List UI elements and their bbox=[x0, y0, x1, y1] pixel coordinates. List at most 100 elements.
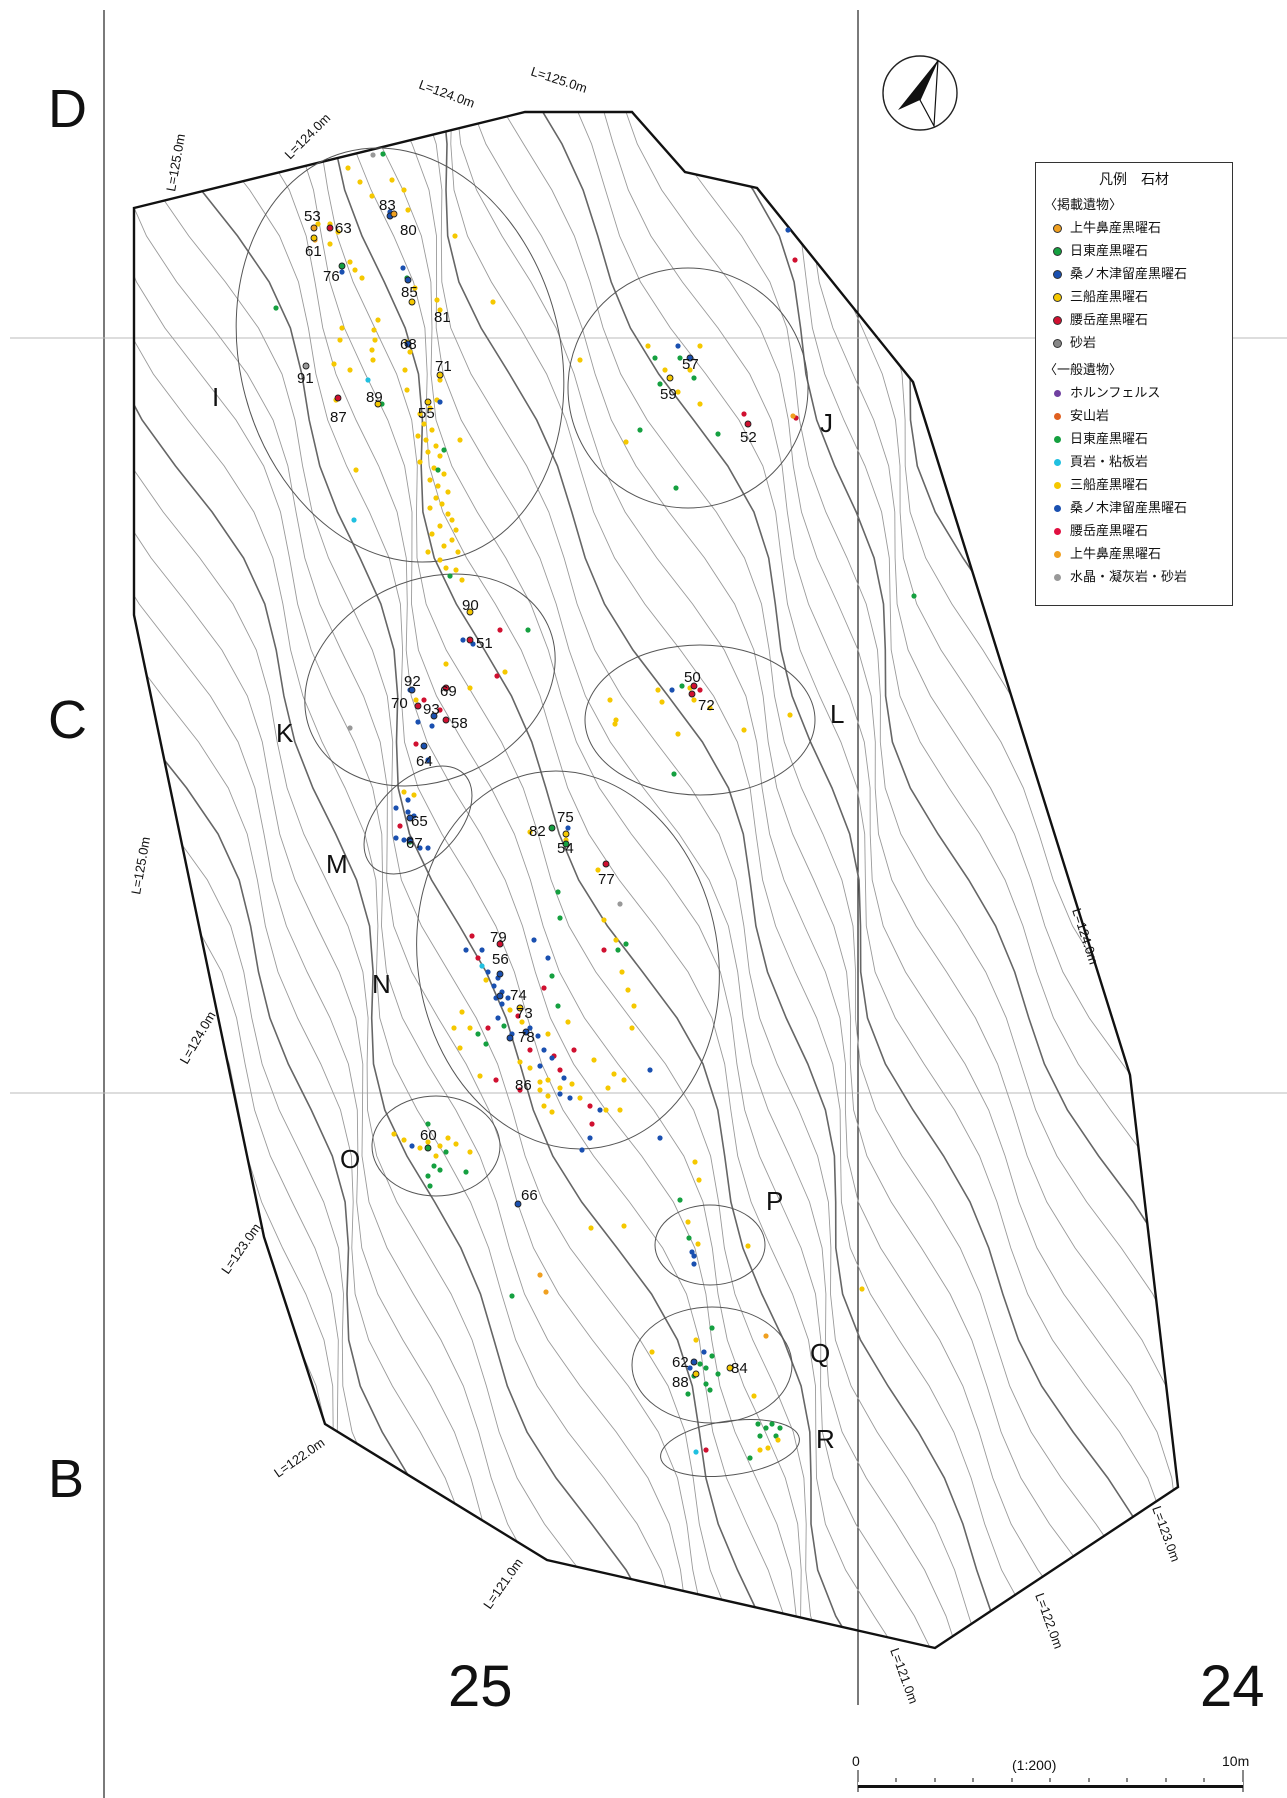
contour-line bbox=[134, 112, 613, 1648]
contour-line bbox=[134, 112, 675, 1648]
legend-label: 頁岩・粘板岩 bbox=[1070, 455, 1149, 470]
artifact-dot bbox=[400, 265, 406, 271]
artifact-dot bbox=[369, 347, 375, 353]
legend-title: 凡例 石材 bbox=[1099, 172, 1169, 188]
artifact-dot bbox=[527, 1065, 533, 1071]
artifact-dot bbox=[327, 241, 333, 247]
contour-label: L=124.0m bbox=[417, 77, 477, 111]
artifact-dot bbox=[647, 1067, 653, 1073]
artifact-dot bbox=[459, 577, 465, 583]
artifact-dot bbox=[477, 1073, 483, 1079]
published-artifact-dot bbox=[414, 702, 422, 710]
area-circle-k bbox=[304, 573, 556, 787]
artifact-dot bbox=[549, 1109, 555, 1115]
artifact-dot bbox=[519, 1019, 525, 1025]
published-artifact-dot bbox=[390, 210, 398, 218]
grid-col-24: 24 bbox=[1200, 1654, 1265, 1719]
artifact-dot bbox=[531, 937, 537, 943]
artifact-dot bbox=[537, 1087, 543, 1093]
legend-item: 安山岩 bbox=[1044, 405, 1224, 428]
contour-line bbox=[445, 112, 1153, 1648]
artifact-dot bbox=[409, 1143, 415, 1149]
area-label-l: L bbox=[830, 699, 844, 729]
artifact-dot bbox=[405, 809, 411, 815]
artifact-dot bbox=[517, 1087, 523, 1093]
artifact-dot bbox=[589, 1121, 595, 1127]
artifact-dot bbox=[425, 1121, 431, 1127]
artifact-dot bbox=[629, 1025, 635, 1031]
artifact-dot bbox=[677, 355, 683, 361]
artifact-dot bbox=[467, 685, 473, 691]
artifact-dot bbox=[535, 1033, 541, 1039]
artifact-dot bbox=[467, 1025, 473, 1031]
artifact-dot bbox=[437, 377, 443, 383]
published-artifact-dot bbox=[506, 1034, 514, 1042]
artifact-dot bbox=[357, 179, 363, 185]
artifact-dot bbox=[655, 687, 661, 693]
legend-label: 桑ノ木津留産黒曜石 bbox=[1070, 267, 1188, 282]
contour-label: L=125.0m bbox=[128, 836, 153, 896]
contour-line bbox=[465, 112, 1178, 1648]
artifact-dot bbox=[437, 307, 443, 313]
artifact-number: 79 bbox=[490, 929, 507, 946]
artifact-dot bbox=[437, 523, 443, 529]
area-circles bbox=[235, 147, 816, 1477]
artifact-number: 82 bbox=[529, 823, 546, 840]
legend-swatch bbox=[1054, 317, 1061, 324]
contour-line bbox=[134, 112, 438, 1648]
artifact-number: 78 bbox=[518, 1029, 535, 1046]
legend-item: 腰岳産黒曜石 bbox=[1044, 520, 1224, 543]
area-label-q: Q bbox=[810, 1338, 830, 1368]
contour-label: L=124.0m bbox=[1069, 906, 1101, 966]
legend-label: 砂岩 bbox=[1070, 336, 1097, 351]
published-artifact-dot bbox=[436, 371, 444, 379]
artifact-number: 73 bbox=[516, 1005, 533, 1022]
artifact-dot bbox=[405, 207, 411, 213]
artifact-dot bbox=[613, 717, 619, 723]
artifact-dot bbox=[541, 1047, 547, 1053]
contour-line bbox=[417, 112, 1140, 1648]
artifact-dot bbox=[527, 1047, 533, 1053]
artifact-dot bbox=[433, 443, 439, 449]
artifact-dot bbox=[631, 1003, 637, 1009]
artifact-dot bbox=[757, 1433, 763, 1439]
grid-row-b: B bbox=[48, 1449, 84, 1509]
artifact-dot bbox=[434, 297, 440, 303]
artifact-dot bbox=[715, 1371, 721, 1377]
artifact-dot bbox=[785, 227, 791, 233]
artifact-dot bbox=[441, 471, 447, 477]
artifact-dot bbox=[623, 941, 629, 947]
artifact-dot bbox=[345, 165, 351, 171]
contour-line bbox=[134, 112, 662, 1648]
scale-start: 0 bbox=[852, 1753, 860, 1769]
area-circle-r bbox=[660, 1419, 800, 1477]
artifact-dot bbox=[555, 1003, 561, 1009]
artifact-dot bbox=[621, 1223, 627, 1229]
artifact-dot bbox=[755, 1421, 761, 1427]
legend: 凡例 石材 〈掲載遺物〉 上牛鼻産黒曜石 日東産黒曜石 桑ノ木津留産黒曜石 三船産黒曜… bbox=[1035, 162, 1233, 606]
artifact-dot bbox=[703, 1447, 709, 1453]
published-artifact-dot bbox=[466, 636, 474, 644]
artifact-dot bbox=[335, 229, 341, 235]
scale-bar: 0 (1:200) 10m bbox=[852, 1753, 1249, 1792]
artifact-number: 74 bbox=[510, 987, 527, 1004]
legend-swatch bbox=[1054, 271, 1061, 278]
artifact-dot bbox=[693, 1337, 699, 1343]
artifact-dot bbox=[452, 233, 458, 239]
artifact-dot bbox=[579, 1147, 585, 1153]
area-label-r: R bbox=[816, 1424, 835, 1454]
area-label-n: N bbox=[372, 969, 391, 999]
artifact-dot bbox=[557, 1067, 563, 1073]
legend-item: 日東産黒曜石 bbox=[1044, 240, 1224, 263]
contour-line bbox=[346, 112, 1025, 1648]
artifact-number: 57 bbox=[682, 356, 699, 373]
artifact-dot bbox=[545, 955, 551, 961]
area-circle-p bbox=[654, 1204, 766, 1286]
artifact-number: 60 bbox=[420, 1127, 437, 1144]
artifact-number: 75 bbox=[557, 809, 574, 826]
artifact-dot bbox=[741, 727, 747, 733]
artifact-dot bbox=[775, 1437, 781, 1443]
artifact-number: 69 bbox=[440, 683, 457, 700]
artifact-dot bbox=[693, 1449, 699, 1455]
legend-item: 砂岩 bbox=[1044, 332, 1224, 355]
